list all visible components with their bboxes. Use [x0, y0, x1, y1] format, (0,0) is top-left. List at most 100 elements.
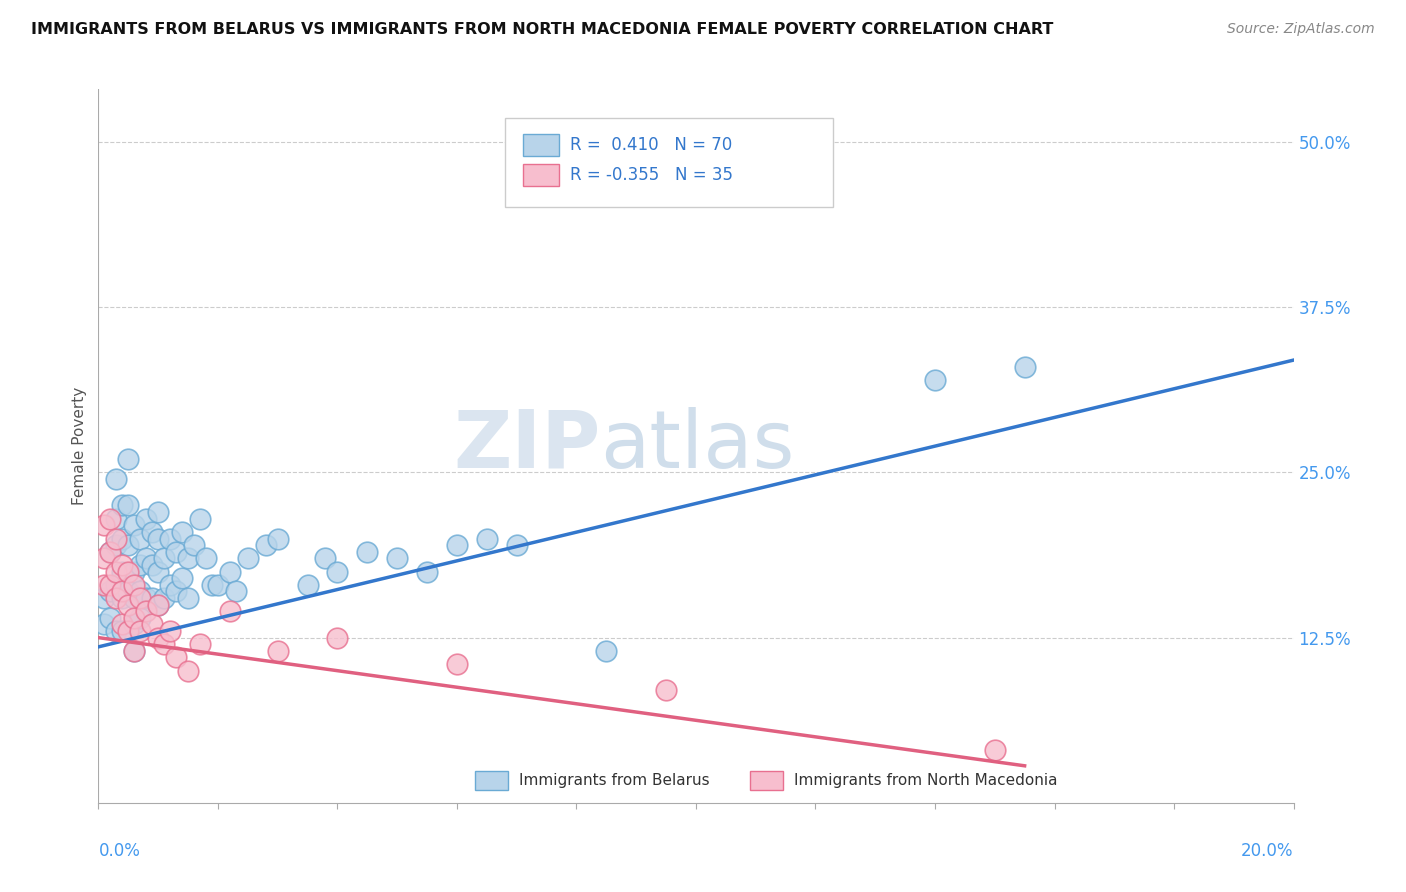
- Point: [159, 578, 181, 592]
- Point: [98, 511, 122, 525]
- Point: [93, 578, 115, 592]
- Point: [124, 611, 146, 625]
- Point: [148, 598, 170, 612]
- Point: [267, 644, 290, 658]
- Point: [267, 532, 290, 546]
- Point: [124, 578, 146, 592]
- Text: 20.0%: 20.0%: [1241, 842, 1294, 860]
- Point: [135, 591, 157, 605]
- Point: [105, 578, 128, 592]
- Point: [655, 683, 678, 698]
- Bar: [475, 772, 509, 790]
- Point: [117, 499, 139, 513]
- Point: [135, 551, 157, 566]
- Point: [105, 538, 128, 552]
- Point: [124, 591, 146, 605]
- Point: [225, 584, 247, 599]
- Point: [356, 545, 378, 559]
- Point: [595, 644, 617, 658]
- Point: [98, 578, 122, 592]
- Point: [141, 558, 163, 572]
- Point: [98, 611, 122, 625]
- Point: [111, 617, 134, 632]
- Point: [315, 551, 337, 566]
- Point: [124, 518, 146, 533]
- Point: [98, 584, 122, 599]
- Point: [111, 624, 134, 638]
- Point: [297, 578, 319, 592]
- Point: [93, 591, 115, 605]
- Point: [177, 664, 200, 678]
- Text: Source: ZipAtlas.com: Source: ZipAtlas.com: [1227, 22, 1375, 37]
- Point: [141, 591, 163, 605]
- Point: [117, 624, 139, 638]
- Point: [124, 644, 146, 658]
- Point: [93, 551, 115, 566]
- Text: R = -0.355   N = 35: R = -0.355 N = 35: [571, 166, 734, 184]
- Point: [117, 598, 139, 612]
- Point: [135, 604, 157, 618]
- Point: [416, 565, 439, 579]
- Point: [117, 452, 139, 467]
- Point: [124, 565, 146, 579]
- Point: [254, 538, 277, 552]
- Bar: [523, 134, 558, 155]
- Point: [105, 511, 128, 525]
- Point: [188, 637, 211, 651]
- Point: [129, 624, 152, 638]
- Point: [475, 532, 498, 546]
- Point: [98, 545, 122, 559]
- FancyBboxPatch shape: [505, 118, 834, 207]
- Point: [111, 565, 134, 579]
- Point: [201, 578, 224, 592]
- Point: [165, 545, 187, 559]
- Point: [188, 511, 211, 525]
- Point: [159, 624, 181, 638]
- Y-axis label: Female Poverty: Female Poverty: [72, 387, 87, 505]
- Point: [506, 538, 529, 552]
- Text: Immigrants from Belarus: Immigrants from Belarus: [519, 773, 710, 789]
- Point: [446, 538, 468, 552]
- Point: [111, 591, 134, 605]
- Point: [148, 532, 170, 546]
- Point: [129, 591, 152, 605]
- Text: ZIP: ZIP: [453, 407, 600, 485]
- Point: [93, 617, 115, 632]
- Point: [141, 617, 163, 632]
- Point: [135, 511, 157, 525]
- Point: [236, 551, 259, 566]
- Point: [105, 472, 128, 486]
- Point: [124, 617, 146, 632]
- Point: [117, 538, 139, 552]
- Point: [141, 524, 163, 539]
- Text: 0.0%: 0.0%: [98, 842, 141, 860]
- Point: [219, 565, 242, 579]
- Text: IMMIGRANTS FROM BELARUS VS IMMIGRANTS FROM NORTH MACEDONIA FEMALE POVERTY CORREL: IMMIGRANTS FROM BELARUS VS IMMIGRANTS FR…: [31, 22, 1053, 37]
- Bar: [749, 772, 783, 790]
- Point: [172, 571, 194, 585]
- Point: [924, 373, 946, 387]
- Point: [124, 644, 146, 658]
- Point: [984, 743, 1007, 757]
- Point: [105, 565, 128, 579]
- Point: [165, 584, 187, 599]
- Point: [148, 565, 170, 579]
- Point: [105, 532, 128, 546]
- Text: Immigrants from North Macedonia: Immigrants from North Macedonia: [794, 773, 1057, 789]
- Point: [153, 591, 176, 605]
- Point: [207, 578, 229, 592]
- Point: [219, 604, 242, 618]
- Point: [117, 565, 139, 579]
- Point: [183, 538, 205, 552]
- Point: [172, 524, 194, 539]
- Point: [105, 624, 128, 638]
- Point: [148, 598, 170, 612]
- Point: [111, 584, 134, 599]
- Point: [446, 657, 468, 671]
- Point: [129, 532, 152, 546]
- Text: R =  0.410   N = 70: R = 0.410 N = 70: [571, 136, 733, 153]
- Point: [93, 518, 115, 533]
- Point: [129, 584, 152, 599]
- Point: [195, 551, 218, 566]
- Point: [1014, 359, 1036, 374]
